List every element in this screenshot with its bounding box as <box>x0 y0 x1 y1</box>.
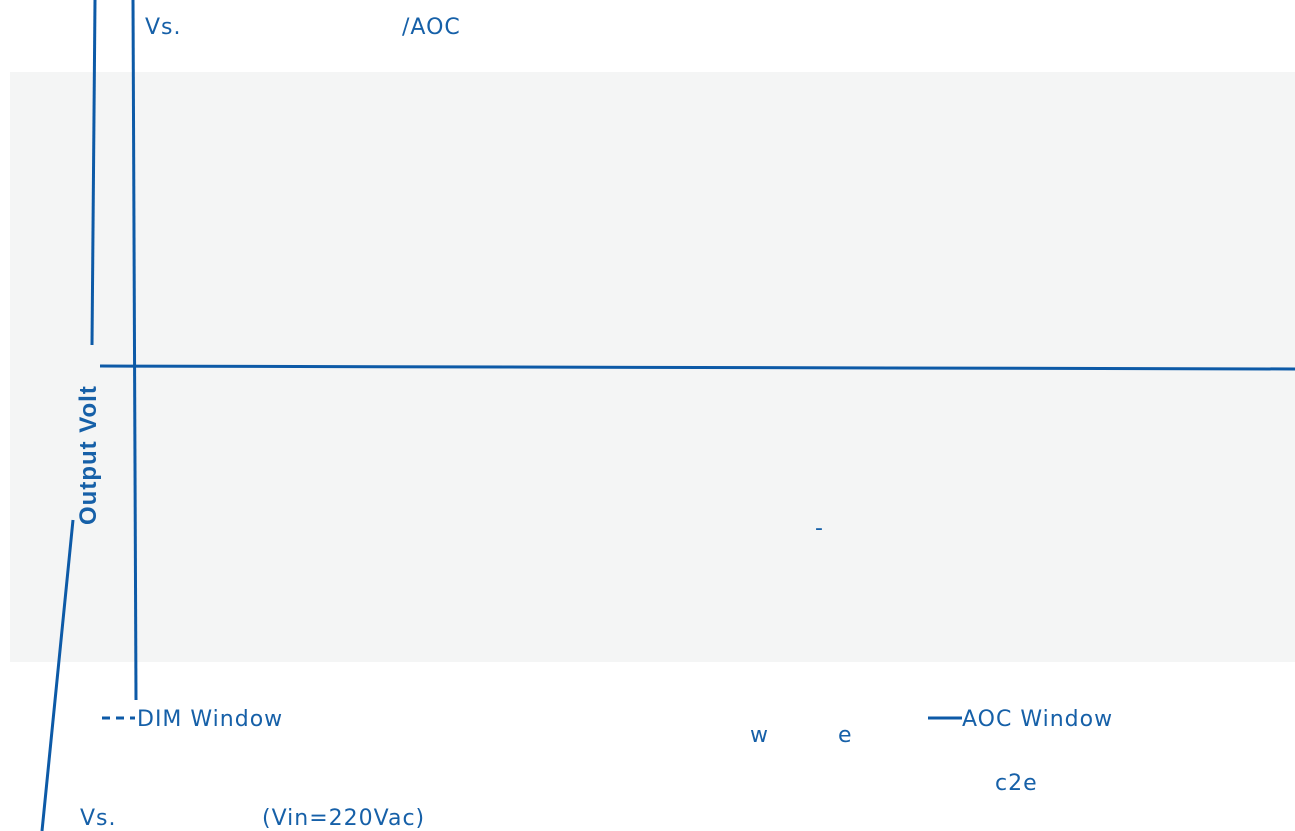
axis-line <box>40 519 75 831</box>
fragment: e <box>838 723 853 748</box>
fragment: w <box>750 723 769 748</box>
bottom-label: (Vin=220Vac) <box>262 806 425 831</box>
legend-label: AOC Window <box>962 707 1113 732</box>
axis-label: Output Volt <box>75 385 102 525</box>
fragment: c2e <box>995 771 1038 796</box>
axis-line <box>131 0 138 701</box>
bottom-label: Vs. <box>80 806 117 831</box>
axis-line <box>99 364 1295 371</box>
top-label: Vs. <box>145 15 182 40</box>
plot-mark: - <box>815 516 824 541</box>
top-label: /AOC <box>402 15 461 40</box>
axis-line <box>90 0 97 346</box>
legend-label: DIM Window <box>137 707 283 732</box>
